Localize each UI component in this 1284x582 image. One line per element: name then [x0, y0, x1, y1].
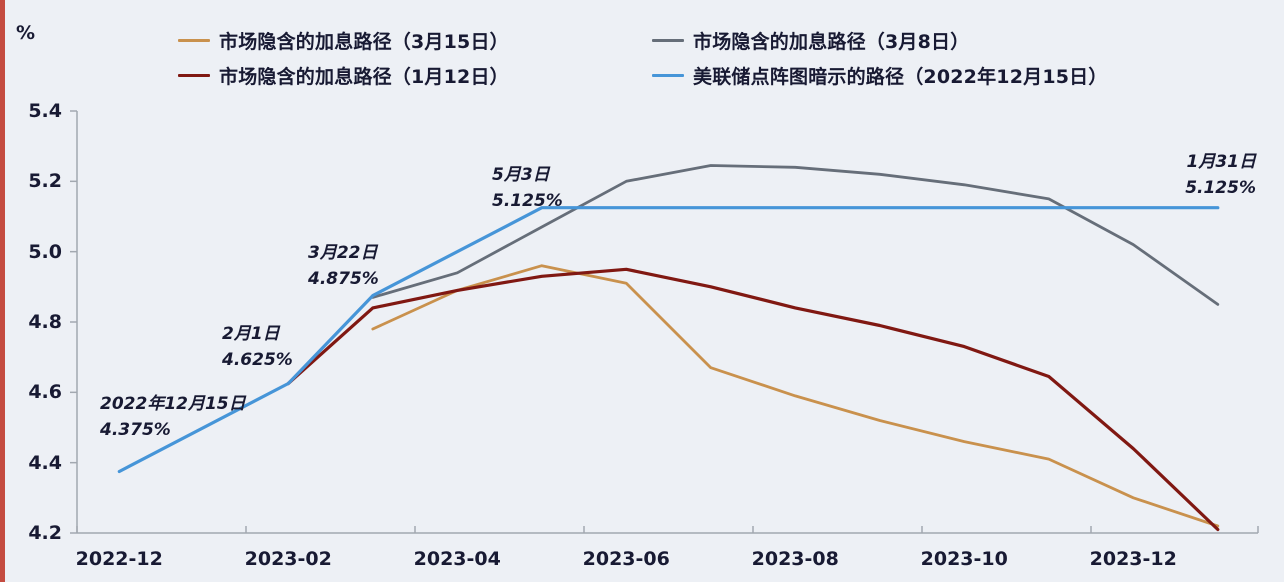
y-tick-label: 4.6 — [28, 381, 62, 404]
annotation-date: 2月1日 — [222, 324, 280, 344]
legend-swatch — [652, 73, 684, 77]
x-tick-label: 2023-06 — [582, 548, 670, 570]
legend-label: 市场隐含的加息路径（1月12日） — [219, 65, 509, 88]
legend-item-1: 市场隐含的加息路径（3月8日） — [652, 28, 970, 53]
annotation-date: 3月22日 — [308, 243, 378, 263]
left-accent-bar — [0, 0, 5, 582]
annotation-date: 1月31日 — [1186, 152, 1257, 172]
legend-item-2: 市场隐含的加息路径（1月12日） — [178, 63, 509, 88]
annotation-value: 5.125% — [1185, 178, 1256, 198]
y-tick-label: 4.8 — [28, 311, 62, 333]
y-tick-label: 5.0 — [28, 240, 62, 263]
annotation-jan31: 1月31日 5.125% — [1098, 149, 1256, 201]
y-tick-label: 4.4 — [28, 451, 62, 474]
series-line-2 — [286, 267, 1220, 532]
legend-item-0: 市场隐含的加息路径（3月15日） — [178, 28, 509, 53]
series-line-3 — [117, 206, 1220, 474]
annotation-mar22: 3月22日 4.875% — [308, 240, 379, 292]
legend-swatch — [178, 73, 210, 77]
annotation-dec15: 2022年12月15日 4.375% — [100, 391, 246, 443]
annotation-date: 5月3日 — [492, 165, 550, 185]
annotation-feb1: 2月1日 4.625% — [222, 321, 293, 373]
legend-item-3: 美联储点阵图暗示的路径（2022年12月15日） — [652, 63, 1108, 88]
legend-swatch — [652, 38, 684, 42]
y-axis-unit-label: % — [16, 22, 36, 44]
annotation-value: 4.625% — [222, 350, 293, 370]
legend-label: 市场隐含的加息路径（3月8日） — [693, 30, 970, 53]
x-tick-label: 2023-12 — [1089, 548, 1177, 570]
y-tick-label: 5.2 — [28, 170, 62, 193]
legend-label: 美联储点阵图暗示的路径（2022年12月15日） — [693, 65, 1108, 88]
x-tick-label: 2023-02 — [244, 548, 332, 570]
annotation-date: 2022年12月15日 — [100, 394, 246, 414]
x-tick-label: 2023-04 — [413, 548, 501, 570]
legend-swatch — [178, 38, 210, 42]
series-line-0 — [371, 164, 1220, 306]
annotation-value: 4.375% — [100, 420, 171, 440]
x-tick-label: 2023-10 — [920, 548, 1008, 570]
y-tick-label: 5.4 — [28, 100, 62, 122]
x-tick-label: 2022-12 — [75, 548, 163, 570]
annotation-value: 5.125% — [492, 191, 563, 211]
series-line-1 — [371, 264, 1220, 528]
annotation-may3: 5月3日 5.125% — [492, 162, 563, 214]
x-tick-label: 2023-08 — [751, 548, 839, 570]
y-tick-label: 4.2 — [28, 522, 62, 544]
annotation-value: 4.875% — [308, 269, 379, 289]
legend-label: 市场隐含的加息路径（3月15日） — [219, 30, 509, 53]
